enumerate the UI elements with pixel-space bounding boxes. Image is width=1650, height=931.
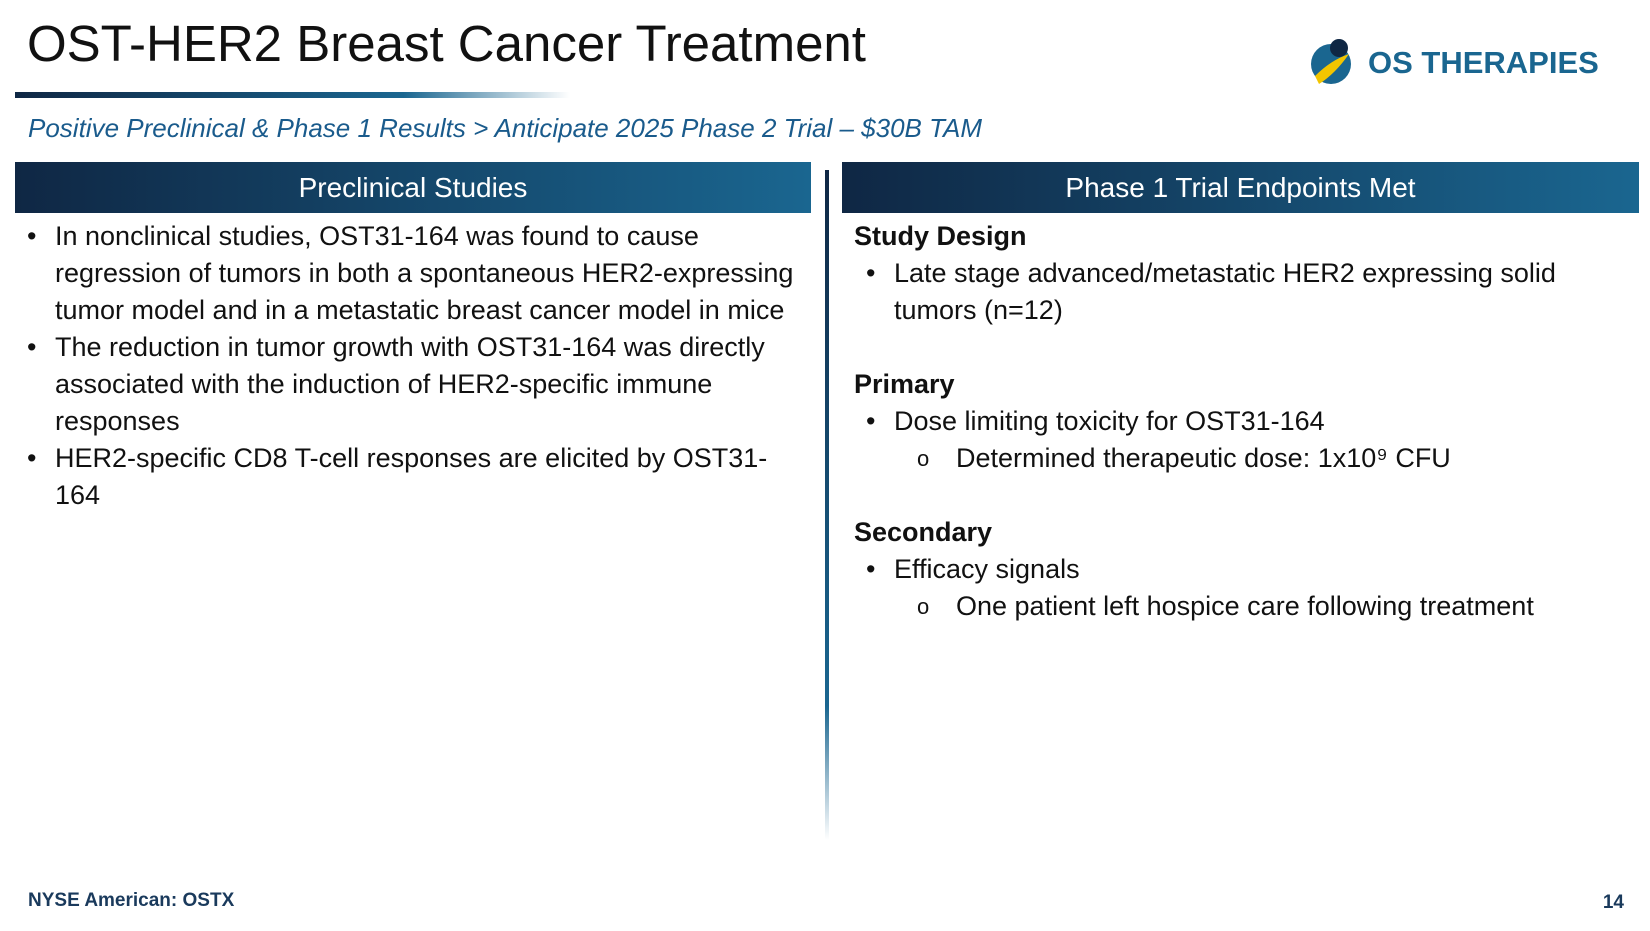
logo-icon <box>1311 39 1351 84</box>
bullet: Dose limiting toxicity for OST31-164 <box>854 403 1634 440</box>
section: Study Design Late stage advanced/metastat… <box>854 218 1634 329</box>
sub-bullet: One patient left hospice care following … <box>854 588 1634 625</box>
bullet: The reduction in tumor growth with OST31… <box>15 329 795 440</box>
bullet-list: Efficacy signalsOne patient left hospice… <box>854 551 1634 625</box>
bullet-list: Late stage advanced/metastatic HER2 expr… <box>854 255 1634 329</box>
divider <box>825 170 829 840</box>
page-number: 14 <box>1602 892 1624 913</box>
bullet-list: In nonclinical studies, OST31-164 was fo… <box>15 218 795 514</box>
section: Primary Dose limiting toxicity for OST31-… <box>854 366 1634 477</box>
subtitle: Positive Preclinical & Phase 1 Results >… <box>28 113 983 143</box>
footer-ticker: NYSE American: OSTX <box>28 890 235 911</box>
bullet: Efficacy signals <box>854 551 1634 588</box>
left-heading: Preclinical Studies <box>15 162 811 213</box>
bullet: Late stage advanced/metastatic HER2 expr… <box>854 255 1634 329</box>
sub-bullet: Determined therapeutic dose: 1x10⁹ CFU <box>854 440 1634 477</box>
title: OST-HER2 Breast Cancer Treatment <box>27 15 866 72</box>
section-heading: Secondary <box>854 517 993 547</box>
title-rule <box>15 92 570 98</box>
bullet: HER2-specific CD8 T-cell responses are e… <box>15 440 795 514</box>
bullet-list: Dose limiting toxicity for OST31-164Dete… <box>854 403 1634 477</box>
bullet: In nonclinical studies, OST31-164 was fo… <box>15 218 795 329</box>
section-heading: Study Design <box>854 221 1027 251</box>
logo-text: OS THERAPIES <box>1368 45 1599 80</box>
section-heading: Primary <box>854 369 955 399</box>
right-heading: Phase 1 Trial Endpoints Met <box>842 162 1639 213</box>
left-body: In nonclinical studies, OST31-164 was fo… <box>15 218 795 514</box>
right-body: Study Design Late stage advanced/metastat… <box>854 218 1634 662</box>
section: Secondary Efficacy signalsOne patient lef… <box>854 514 1634 625</box>
